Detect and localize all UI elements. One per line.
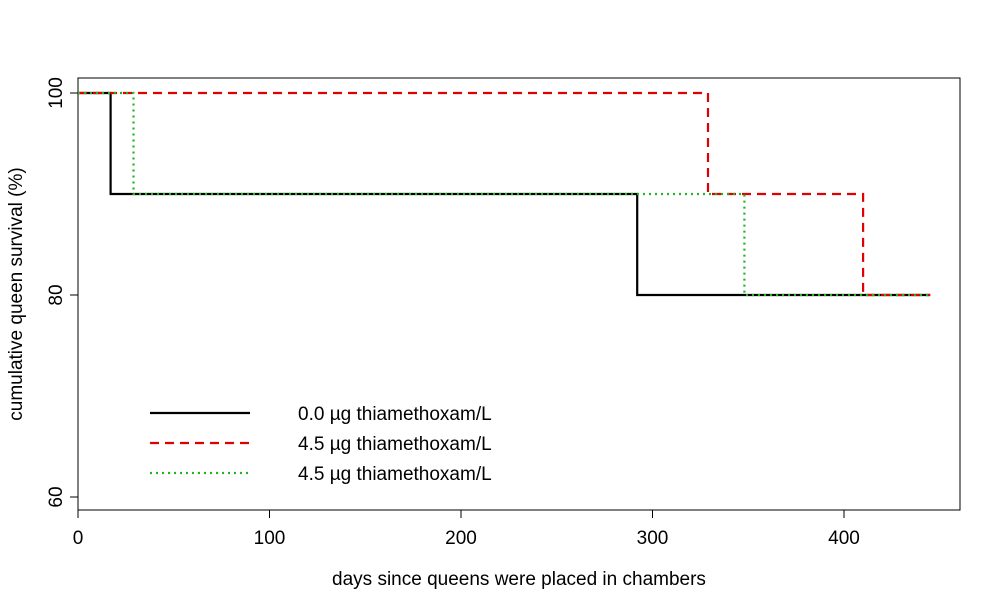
x-tick-label: 400 [828, 528, 860, 549]
plot-frame [77, 77, 961, 511]
x-tick-label: 0 [73, 528, 84, 549]
x-tick-label: 300 [637, 528, 669, 549]
legend-label-1: 0.0 µg thiamethoxam/L [298, 404, 492, 425]
y-tick-label: 80 [46, 284, 67, 305]
y-tick-label: 100 [46, 77, 67, 109]
legend-label-3: 4.5 µg thiamethoxam/L [298, 464, 492, 485]
x-tick-label: 200 [445, 528, 477, 549]
y-axis-title: cumulative queen survival (%) [6, 167, 27, 420]
x-axis-title: days since queens were placed in chamber… [332, 569, 706, 590]
y-tick-label: 60 [46, 486, 67, 507]
series-line-2 [78, 91, 931, 297]
legend-label-2: 4.5 µg thiamethoxam/L [298, 434, 492, 455]
x-tick-label: 100 [254, 528, 286, 549]
